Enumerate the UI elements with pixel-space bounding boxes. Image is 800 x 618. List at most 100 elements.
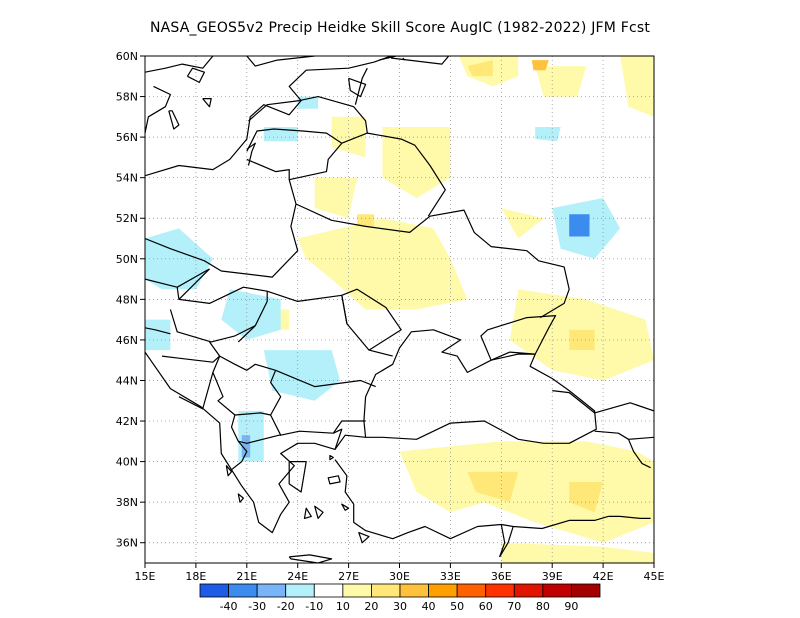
colorbar-swatch bbox=[542, 583, 572, 598]
skill-patch bbox=[263, 350, 341, 401]
coastline bbox=[246, 56, 315, 67]
island-outline bbox=[327, 475, 341, 485]
island-outline bbox=[237, 493, 244, 503]
lon-tick-label: 27E bbox=[338, 570, 359, 583]
lat-tick-label: 56N bbox=[116, 131, 138, 144]
skill-patch bbox=[145, 228, 213, 290]
coastline bbox=[145, 56, 392, 177]
skill-patch bbox=[357, 214, 375, 227]
country-border bbox=[248, 95, 368, 134]
skill-patch bbox=[569, 481, 604, 513]
colorbar-label: -10 bbox=[305, 600, 323, 613]
colorbar-label: -40 bbox=[220, 600, 238, 613]
country-border bbox=[237, 325, 256, 343]
lon-tick-label: 45E bbox=[644, 570, 665, 583]
country-border bbox=[178, 372, 214, 410]
country-border bbox=[230, 414, 248, 471]
lon-tick-label: 39E bbox=[542, 570, 563, 583]
lon-tick-label: 30E bbox=[389, 570, 410, 583]
colorbar-label: 90 bbox=[564, 600, 578, 613]
colorbar-label: 60 bbox=[479, 600, 493, 613]
colorbar-label: 50 bbox=[450, 600, 464, 613]
skill-patch bbox=[467, 60, 493, 77]
colorbar-swatch bbox=[371, 583, 401, 598]
country-border bbox=[594, 430, 654, 440]
island-outline bbox=[288, 461, 307, 493]
coastline bbox=[480, 315, 557, 361]
map-title: NASA_GEOS5v2 Precip Heidke Skill Score A… bbox=[149, 20, 651, 36]
skill-patch bbox=[241, 435, 251, 458]
colorbar-swatch bbox=[485, 583, 515, 598]
country-border bbox=[295, 203, 570, 319]
country-border bbox=[627, 439, 651, 469]
country-border bbox=[176, 268, 210, 288]
country-border bbox=[246, 128, 343, 152]
island-outline bbox=[341, 503, 350, 511]
lat-tick-label: 48N bbox=[116, 293, 138, 306]
colorbar-label: 30 bbox=[393, 600, 407, 613]
lat-tick-label: 52N bbox=[116, 212, 138, 225]
lon-tick-label: 18E bbox=[185, 570, 206, 583]
lake-outline bbox=[145, 56, 214, 73]
coastline bbox=[378, 56, 397, 61]
lat-tick-label: 60N bbox=[116, 50, 138, 63]
colorbar-swatch bbox=[456, 583, 487, 598]
colorbar-swatch bbox=[228, 583, 258, 598]
country-border bbox=[341, 295, 348, 324]
country-border bbox=[145, 158, 299, 278]
lat-lon-grid bbox=[145, 56, 654, 563]
colorbar-label: -20 bbox=[277, 600, 295, 613]
country-border bbox=[501, 515, 609, 530]
skill-patch bbox=[399, 441, 654, 543]
skill-shading bbox=[145, 56, 654, 563]
skill-patch bbox=[501, 208, 544, 239]
skill-patch bbox=[531, 60, 549, 71]
colorbar-swatch bbox=[342, 583, 372, 598]
colorbar-swatch bbox=[313, 583, 344, 598]
colorbar-label: 80 bbox=[536, 600, 550, 613]
colorbar-swatch bbox=[571, 583, 601, 598]
colorbar-label: 20 bbox=[364, 600, 378, 613]
country-border bbox=[289, 132, 446, 217]
lat-tick-label: 44N bbox=[116, 374, 138, 387]
coastline bbox=[288, 554, 333, 563]
lat-tick-label: 40N bbox=[116, 456, 138, 469]
lat-tick-label: 36N bbox=[116, 537, 138, 550]
colorbar-label: 70 bbox=[507, 600, 521, 613]
country-border bbox=[209, 341, 271, 416]
colorbar-swatch bbox=[199, 583, 229, 598]
coastline bbox=[145, 329, 597, 534]
skill-patch bbox=[569, 214, 590, 237]
lake-outline bbox=[246, 142, 256, 166]
country-border bbox=[499, 526, 514, 558]
country-border bbox=[275, 369, 376, 388]
country-border bbox=[219, 355, 276, 371]
country-border bbox=[169, 291, 268, 343]
skill-patch bbox=[221, 289, 281, 340]
latitude-axis: 36N 38N 40N 42N 44N 46N 48N 50N 52N 54N 56N 58N 60N bbox=[116, 50, 145, 550]
skill-patch bbox=[620, 56, 654, 117]
coastlines-and-borders bbox=[145, 56, 654, 563]
lat-tick-label: 38N bbox=[116, 496, 138, 509]
lat-tick-label: 46N bbox=[116, 334, 138, 347]
colorbar-label: 10 bbox=[336, 600, 350, 613]
lake-outline bbox=[168, 110, 180, 130]
lon-tick-label: 21E bbox=[236, 570, 257, 583]
country-border bbox=[333, 428, 343, 450]
lat-tick-label: 42N bbox=[116, 415, 138, 428]
colorbar-swatch bbox=[428, 583, 458, 598]
skill-patch bbox=[145, 319, 171, 351]
country-border bbox=[608, 515, 651, 520]
country-border bbox=[161, 355, 221, 363]
colorbar: -40 -30 -20 -10 10 20 30 40 50 60 70 80 90 bbox=[199, 583, 601, 613]
lon-tick-label: 42E bbox=[593, 570, 614, 583]
lake-outline bbox=[202, 97, 212, 108]
lat-tick-label: 54N bbox=[116, 172, 138, 185]
country-border bbox=[341, 288, 402, 351]
colorbar-swatch bbox=[513, 583, 544, 598]
skill-patch bbox=[297, 218, 468, 310]
colorbar-swatch bbox=[399, 583, 429, 598]
colorbar-label: 40 bbox=[422, 600, 436, 613]
country-border bbox=[552, 390, 654, 414]
lon-tick-label: 15E bbox=[135, 570, 156, 583]
